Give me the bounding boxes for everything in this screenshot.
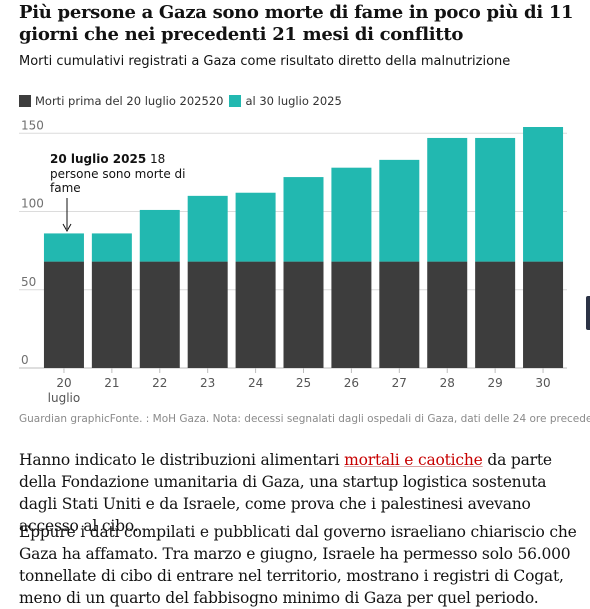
x-tick-label: 25 — [296, 376, 311, 390]
article-paragraph-2: Eppure i dati compilati e pubblicati dal… — [19, 523, 577, 607]
bar-before-20-luglio — [43, 261, 84, 368]
annotation-text: 20 luglio 2025 18 — [50, 152, 165, 166]
y-tick-label: 0 — [21, 353, 29, 367]
annotation-rest-1: 18 — [146, 152, 165, 166]
x-tick-label: 27 — [392, 376, 407, 390]
bar-before-20-luglio — [523, 261, 564, 368]
bar-20-30-luglio — [379, 159, 420, 262]
y-tick-label: 150 — [21, 118, 44, 132]
bar-before-20-luglio — [139, 261, 180, 368]
paragraph-1-end: da parte della Fondazione umanitaria di … — [19, 451, 552, 535]
bar-20-30-luglio — [187, 195, 228, 262]
chart-source-note: Guardian graphicFonte. : MoH Gaza. Nota:… — [19, 413, 590, 425]
annotation-text-line3: fame — [50, 181, 81, 195]
legend-swatch-after — [229, 95, 242, 107]
bar-20-30-luglio — [427, 137, 468, 262]
bar-before-20-luglio — [475, 261, 516, 368]
x-tick-label: 30 — [535, 376, 550, 390]
paragraph-1-start: Hanno indicato le distribuzioni alimenta… — [19, 451, 345, 469]
x-tick-label: 20 — [56, 376, 71, 390]
x-tick-label: 26 — [344, 376, 359, 390]
annotation-arrow-head — [62, 223, 72, 233]
legend-label-after: al 30 luglio 2025 — [245, 94, 342, 108]
bar-20-30-luglio — [235, 192, 276, 262]
chart-subtitle: Morti cumulativi registrati a Gaza come … — [19, 54, 511, 69]
x-tick-label: 24 — [248, 376, 263, 390]
mortali-e-caotiche-link[interactable]: mortali e caotiche — [344, 451, 483, 469]
x-tick-label: 22 — [152, 376, 167, 390]
bar-before-20-luglio — [283, 261, 324, 368]
article-paragraph-1: Hanno indicato le distribuzioni alimenta… — [19, 449, 579, 537]
bar-20-30-luglio — [475, 137, 516, 262]
bar-20-30-luglio — [139, 209, 180, 262]
x-tick-label: 28 — [440, 376, 455, 390]
bar-20-30-luglio — [91, 233, 132, 262]
bar-20-30-luglio — [523, 127, 564, 262]
bar-before-20-luglio — [427, 261, 468, 368]
scroll-indicator[interactable] — [586, 296, 590, 330]
bar-before-20-luglio — [235, 261, 276, 368]
bar-before-20-luglio — [331, 261, 372, 368]
bar-20-30-luglio — [43, 233, 84, 262]
chart-legend: Morti prima del 20 luglio 202520 al 30 l… — [19, 94, 348, 108]
annotation-text-line2: persone sono morte di — [50, 167, 186, 181]
bar-20-30-luglio — [331, 167, 372, 262]
bar-before-20-luglio — [379, 261, 420, 368]
chart-title: Più persone a Gaza sono morte di fame in… — [19, 2, 574, 45]
bar-before-20-luglio — [91, 261, 132, 368]
bar-20-30-luglio — [283, 177, 324, 262]
x-tick-label: 23 — [200, 376, 215, 390]
y-tick-label: 100 — [21, 197, 44, 211]
x-tick-label: 29 — [487, 376, 502, 390]
x-tick-label: 21 — [104, 376, 119, 390]
x-axis-month-label: luglio — [48, 391, 81, 405]
annotation-date: 20 luglio 2025 — [50, 152, 146, 166]
legend-swatch-before — [19, 95, 31, 107]
legend-label-before: Morti prima del 20 luglio 202520 — [35, 94, 224, 108]
bar-before-20-luglio — [187, 261, 228, 368]
y-tick-label: 50 — [21, 275, 36, 289]
